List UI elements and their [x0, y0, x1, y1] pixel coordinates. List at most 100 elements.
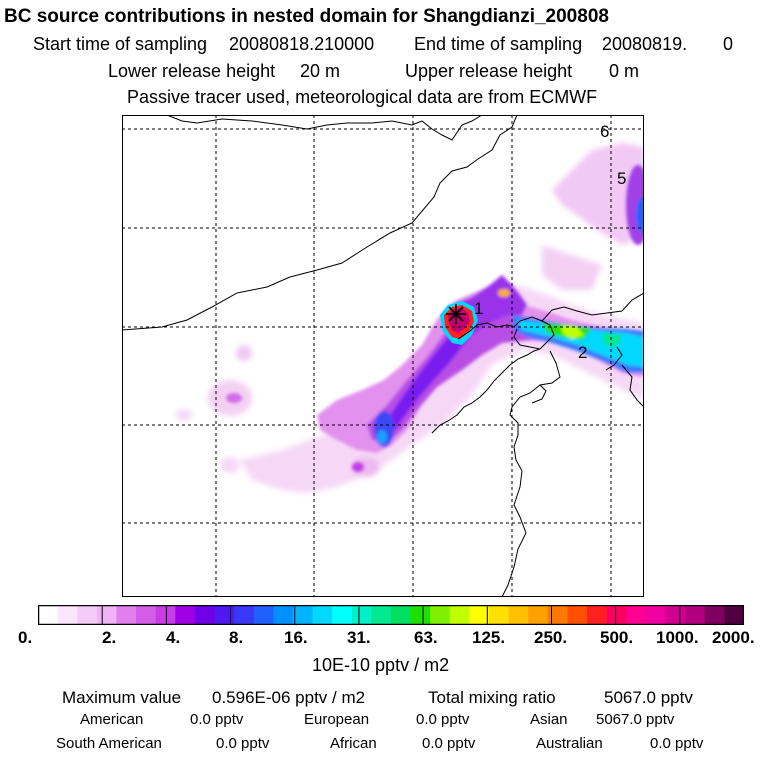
local-max-cyan — [377, 430, 387, 444]
end-time-value: 20080819. — [602, 34, 688, 54]
total-mixing-label: Total mixing ratio — [428, 688, 556, 707]
northeast-blue — [636, 197, 644, 233]
colorbar-swatch — [391, 605, 412, 625]
patch-far-west — [176, 409, 192, 421]
region-name: European — [304, 711, 370, 728]
colorbar-swatch — [57, 605, 78, 625]
colorbar-swatch — [175, 605, 196, 625]
colorbar-swatch — [645, 605, 667, 625]
colorbar-tick-1000: 1000. — [656, 628, 699, 647]
arc-peak-orange — [498, 289, 510, 297]
band-teal — [602, 333, 622, 347]
coastlines — [122, 115, 644, 597]
colorbar-swatch — [567, 605, 588, 625]
colorbar-tick-8: 8. — [229, 628, 244, 647]
colorbar-tick-63: 63. — [414, 628, 438, 647]
colorbar-swatch — [489, 605, 510, 625]
colorbar-tick-16: 16. — [284, 628, 308, 647]
colorbar-tick-2: 2. — [102, 628, 117, 647]
colorbar-swatch — [606, 605, 627, 625]
colorbar — [38, 605, 744, 625]
region-value: 0.0 pptv — [416, 711, 470, 728]
colorbar-swatch — [234, 605, 255, 625]
colorbar-swatch — [155, 605, 176, 625]
colorbar-tick-125: 125. — [472, 628, 506, 647]
colorbar-swatch — [38, 605, 59, 625]
map-title: BC source contributions in nested domain… — [4, 6, 609, 27]
marker-6: 6 — [600, 122, 609, 141]
source-contribution-map: 1 2 5 6 — [122, 115, 644, 597]
colorbar-swatch — [587, 605, 608, 625]
region-value: 0.0 pptv — [190, 711, 244, 728]
colorbar-swatch — [292, 605, 314, 625]
colorbar-swatch — [312, 605, 333, 625]
colorbar-swatch — [273, 605, 294, 625]
patch-east — [542, 245, 602, 290]
colorbar-swatch — [626, 605, 647, 625]
map-canvas: 1 2 5 6 — [122, 115, 644, 597]
lower-height-value: 20 m — [300, 61, 341, 81]
region-value: 5067.0 pptv — [596, 711, 675, 728]
band-yellow-green — [562, 325, 584, 339]
max-value: 0.596E-06 pptv / m2 — [212, 688, 366, 707]
patch-west-small — [236, 345, 252, 361]
colorbar-swatch — [430, 605, 451, 625]
colorbar-swatch — [724, 605, 744, 625]
region-value: 0.0 pptv — [650, 735, 704, 752]
marker-1: 1 — [474, 299, 483, 318]
end-time-label: End time of sampling — [414, 34, 583, 54]
region-name: American — [80, 711, 144, 728]
data-source-note: Passive tracer used, meteorological data… — [127, 87, 598, 107]
colorbar-swatch — [332, 605, 353, 625]
colorbar-swatch — [116, 605, 137, 625]
patch-west-core — [226, 393, 242, 403]
colorbar-swatch — [469, 605, 490, 625]
start-time-label: Start time of sampling — [33, 34, 208, 54]
colorbar-swatch — [214, 605, 235, 625]
max-value-label: Maximum value — [62, 688, 182, 707]
upper-height-label: Upper release height — [405, 61, 573, 81]
colorbar-tick-4: 4. — [166, 628, 181, 647]
marker-5: 5 — [617, 169, 626, 188]
patch-south-west — [220, 457, 240, 473]
marker-2: 2 — [578, 343, 587, 362]
colorbar-swatch — [136, 605, 157, 625]
colorbar-swatch — [665, 605, 686, 625]
region-name: South American — [56, 735, 162, 752]
colorbar-swatch — [77, 605, 98, 625]
patch-northeast — [552, 143, 644, 245]
total-mixing-value: 5067.0 pptv — [604, 688, 693, 707]
region-name: Asian — [530, 711, 568, 728]
colorbar-swatch — [371, 605, 392, 625]
region-name: African — [330, 735, 377, 752]
patch-south — [352, 457, 380, 477]
colorbar-swatch — [704, 605, 725, 625]
colorbar-swatch — [96, 605, 117, 625]
end-time-suffix: 0 — [723, 34, 734, 54]
start-time-value: 20080818.210000 — [229, 34, 375, 54]
concentration-field — [176, 143, 644, 493]
colorbar-swatch — [449, 605, 470, 625]
upper-height-value: 0 m — [609, 61, 640, 81]
colorbar-swatch — [685, 605, 706, 625]
colorbar-swatch — [528, 605, 549, 625]
lat-lon-grid — [122, 115, 644, 597]
colorbar-swatch — [194, 605, 215, 625]
colorbar-tick-2000: 2000. — [712, 628, 755, 647]
plume-violet-streak — [377, 320, 477, 437]
colorbar-tick-500: 500. — [600, 628, 634, 647]
colorbar-tick-0: 0. — [18, 628, 33, 647]
lower-height-label: Lower release height — [108, 61, 276, 81]
colorbar-tick-31: 31. — [347, 628, 371, 647]
colorbar-unit: 10E-10 pptv / m2 — [312, 655, 450, 675]
map-frame — [122, 115, 644, 597]
colorbar-swatch — [547, 605, 568, 625]
colorbar-swatch — [351, 605, 372, 625]
region-value: 0.0 pptv — [216, 735, 270, 752]
station-marker-icon — [446, 304, 466, 324]
region-name: Australian — [536, 735, 603, 752]
colorbar-swatch — [253, 605, 274, 625]
region-value: 0.0 pptv — [422, 735, 476, 752]
patch-south-core — [352, 462, 364, 472]
colorbar-swatch — [410, 605, 431, 625]
